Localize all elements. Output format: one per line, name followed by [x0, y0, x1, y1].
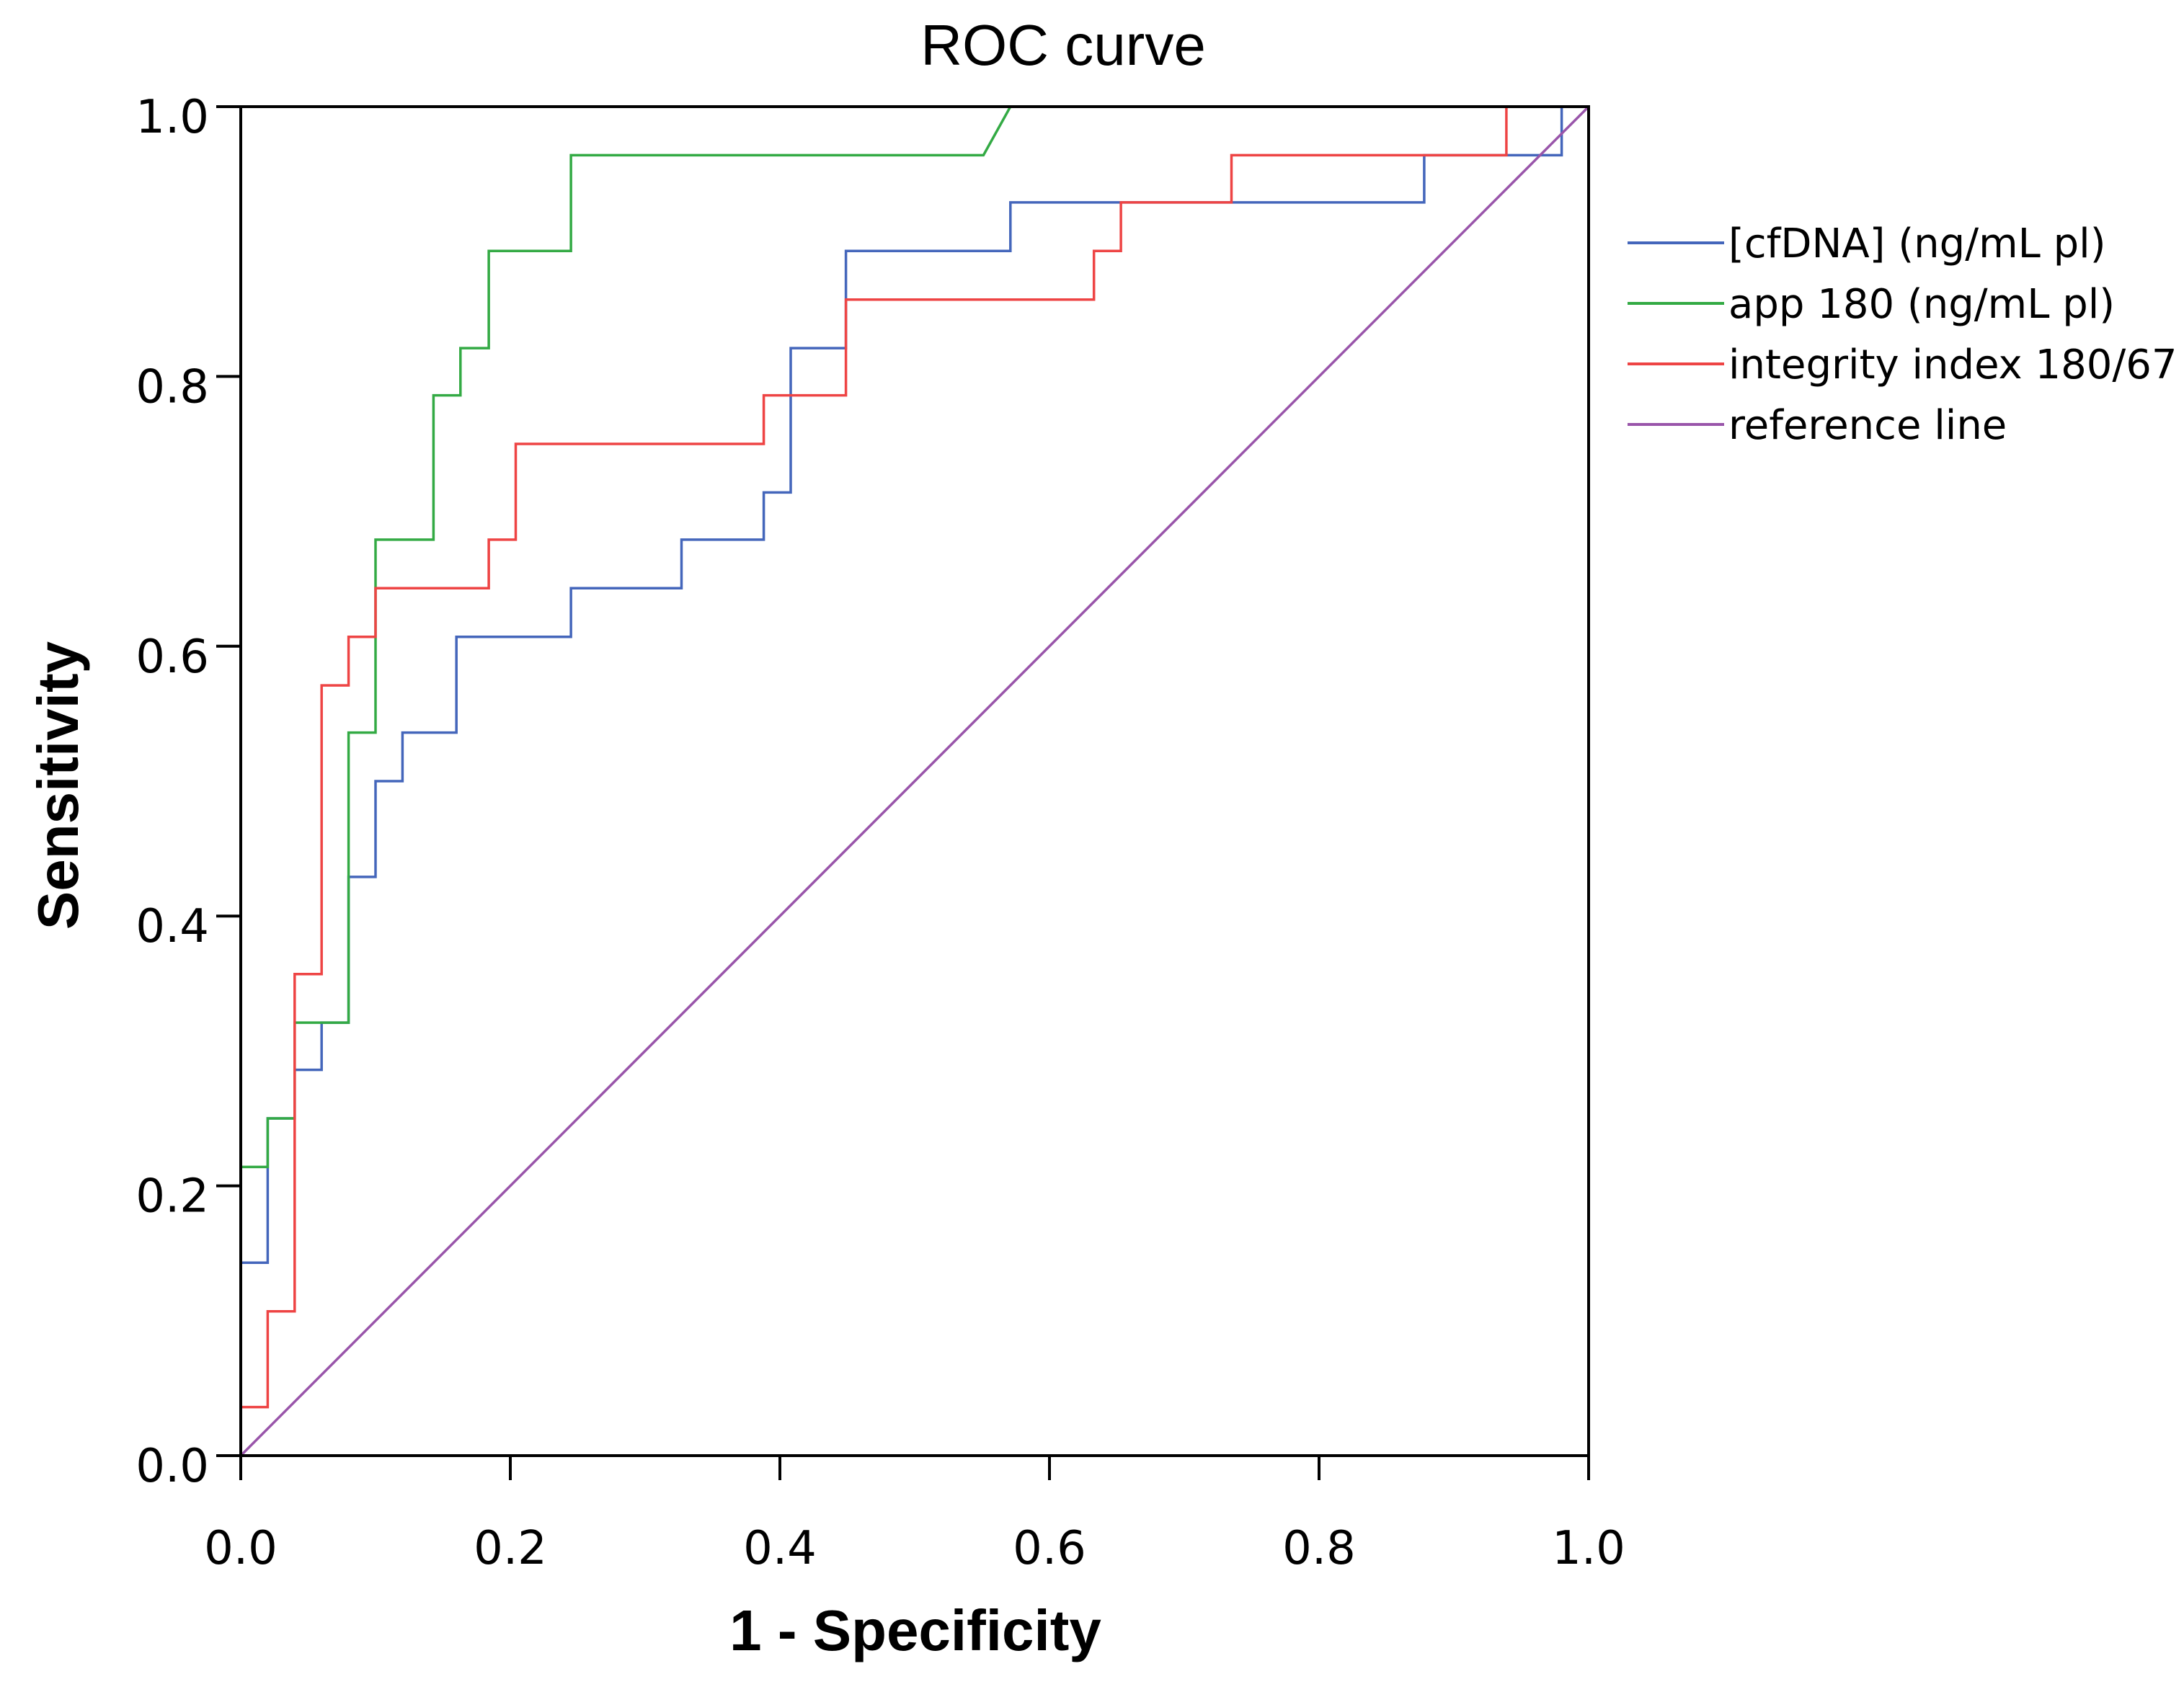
x-tick-label: 1.0	[1552, 1522, 1625, 1575]
x-tick-label: 0.4	[743, 1522, 817, 1575]
y-tick-label: 0.8	[136, 360, 209, 414]
y-axis-ticks: 0.0 0.2 0.4 0.6 0.8 1.0	[136, 91, 241, 1493]
x-tick-label: 0.2	[474, 1522, 547, 1575]
x-tick-label: 0.8	[1282, 1522, 1356, 1575]
y-tick-label: 0.0	[136, 1440, 209, 1493]
y-tick-label: 0.4	[136, 900, 209, 953]
y-tick-label: 1.0	[136, 91, 209, 144]
series-line-reference-line	[239, 105, 1590, 1457]
plot-frame	[239, 105, 1590, 1457]
series-line-app-180-ng-ml-pl	[239, 105, 1589, 1456]
legend: [cfDNA] (ng/mL pl) app 180 (ng/mL pl) inte…	[1628, 221, 2178, 449]
series-layer	[239, 105, 1590, 1457]
plot-area	[239, 105, 1590, 1457]
x-axis-ticks: 0.0 0.2 0.4 0.6 0.8 1.0	[204, 1456, 1625, 1575]
series-line-integrity-index-180-67	[239, 105, 1589, 1456]
y-tick-label: 0.2	[136, 1170, 209, 1224]
chart-title: ROC curve	[920, 13, 1206, 77]
legend-label: integrity index 180/67	[1728, 342, 2178, 388]
y-axis-label: Sensitivity	[26, 641, 90, 930]
legend-label: app 180 (ng/mL pl)	[1728, 281, 2115, 328]
x-tick-label: 0.0	[204, 1522, 278, 1575]
x-tick-label: 0.6	[1013, 1522, 1086, 1575]
legend-label: [cfDNA] (ng/mL pl)	[1728, 221, 2106, 267]
y-tick-label: 0.6	[136, 631, 209, 684]
legend-label: reference line	[1728, 402, 2007, 449]
x-axis-label: 1 - Specificity	[729, 1598, 1101, 1662]
series-line-cfdna-ng-ml-pl	[239, 105, 1589, 1456]
